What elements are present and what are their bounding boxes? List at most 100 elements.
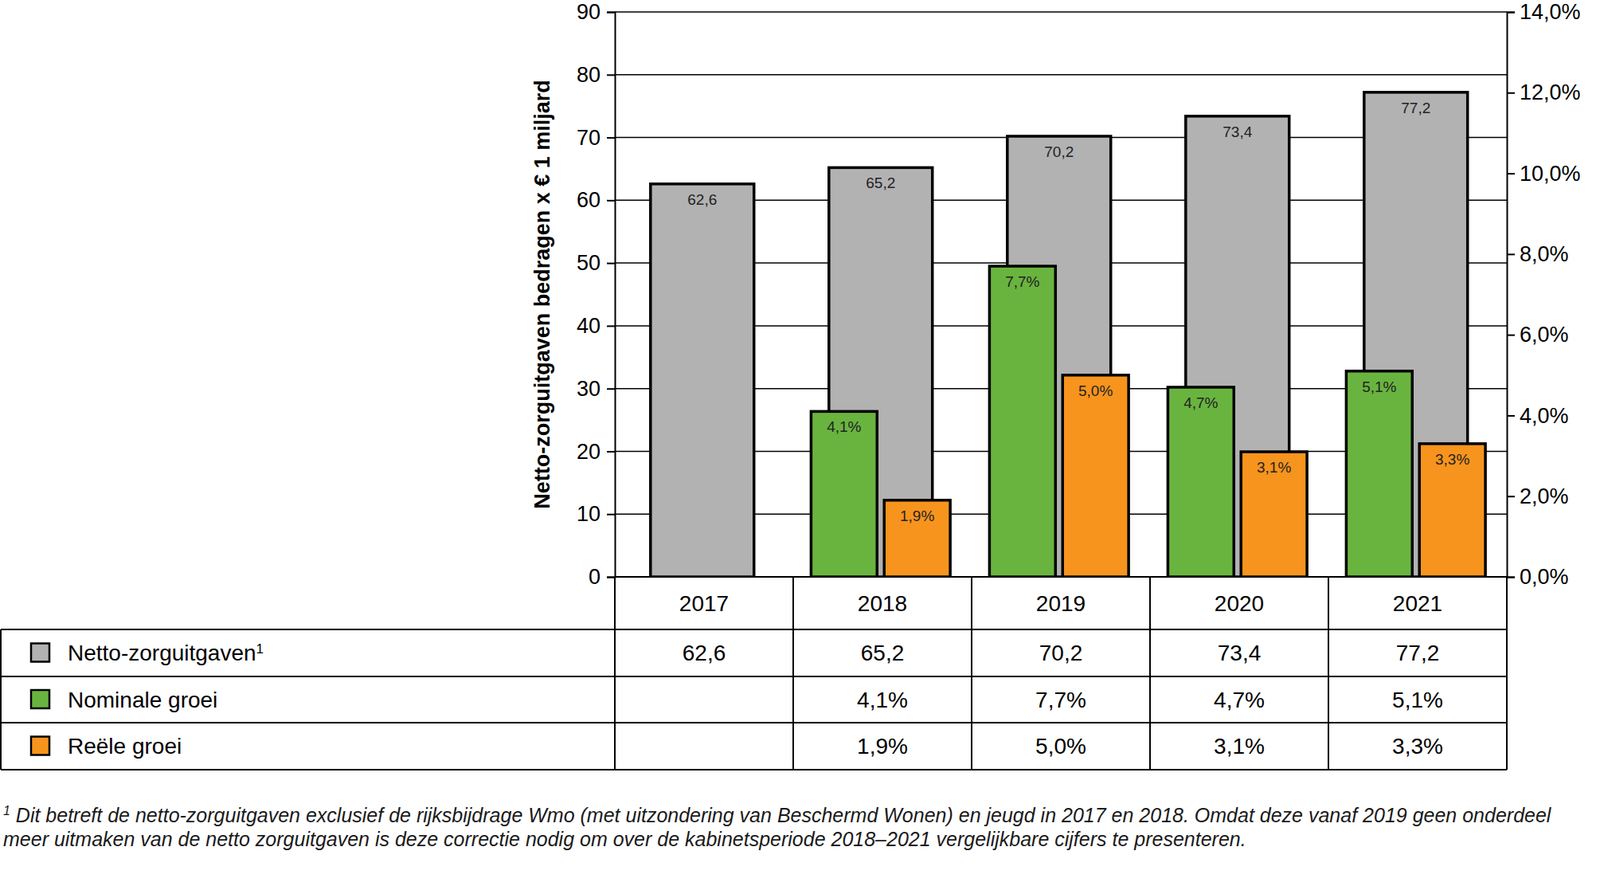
table-cell: 5,1% <box>1392 687 1444 712</box>
table-cell: 4,1% <box>856 687 908 712</box>
tick-label: 0 <box>588 564 601 589</box>
tick-label: 12,0% <box>1519 80 1581 105</box>
table-rule <box>792 576 795 770</box>
bar <box>1167 387 1234 577</box>
category-label: 2020 <box>1214 590 1264 616</box>
tick-mark <box>1506 334 1515 337</box>
tick-label: 4,0% <box>1519 403 1569 428</box>
table-cell: 3,3% <box>1392 733 1444 759</box>
footnote-text: Dit betreft de netto-zorguitgaven exclus… <box>3 803 1551 850</box>
data-label: 3,1% <box>1256 458 1291 476</box>
tick: 8,0% <box>1506 242 1569 267</box>
legend-label: Nominale groei <box>67 687 218 712</box>
table-cell: 62,6 <box>682 640 727 666</box>
tick-label: 30 <box>576 376 601 401</box>
table-cell: 70,2 <box>1039 640 1084 666</box>
tick-mark <box>1506 253 1515 255</box>
legend-text: Nominale groei <box>67 687 218 712</box>
tick-label: 20 <box>576 439 601 464</box>
table-cell: 3,1% <box>1213 733 1265 759</box>
data-label: 65,2 <box>865 174 896 192</box>
tick: 50 <box>576 250 615 275</box>
y2-axis: 0,0% 2,0% 4,0% 6,0% 8,0% 10,0% 12,0% 14,0% <box>1506 0 1581 589</box>
legend-swatch <box>31 643 50 662</box>
category-label: 2021 <box>1392 590 1443 616</box>
table-rule <box>1327 576 1330 770</box>
footnote-marker: 1 <box>256 641 264 657</box>
bar <box>650 183 755 577</box>
table-rule <box>0 768 1507 771</box>
tick-mark <box>606 387 615 390</box>
data-label: 4,1% <box>826 418 861 435</box>
tick: 6,0% <box>1506 322 1569 347</box>
table-cell: 7,7% <box>1035 687 1087 712</box>
data-label: 7,7% <box>1005 273 1040 290</box>
table-rule <box>614 575 1507 578</box>
bars <box>650 92 1486 577</box>
y-axis: 0102030405060708090 <box>576 0 616 589</box>
tick-mark <box>606 262 615 265</box>
legend-swatch <box>31 689 50 709</box>
tick-mark <box>606 450 615 453</box>
tick: 70 <box>576 125 615 150</box>
table-cell: 5,0% <box>1035 733 1087 759</box>
grid-line <box>614 575 1507 578</box>
tick-mark <box>1506 576 1515 579</box>
tick: 4,0% <box>1506 403 1569 428</box>
tick-mark <box>1506 92 1515 94</box>
data-label: 3,3% <box>1435 450 1470 468</box>
grid-line <box>614 11 1507 13</box>
bar <box>1419 443 1486 577</box>
tick-label: 0,0% <box>1519 564 1569 589</box>
tick: 0,0% <box>1506 564 1569 589</box>
table-rule <box>614 576 616 770</box>
tick-mark <box>1506 495 1515 497</box>
legend-text: Reële groei <box>67 733 182 759</box>
footnote: 1 Dit betreft de netto-zorguitgaven excl… <box>3 798 1597 851</box>
data-label: 1,9% <box>899 507 935 525</box>
table-rule <box>1506 576 1508 770</box>
tick-label: 60 <box>576 187 601 212</box>
tick-label: 70 <box>576 125 601 150</box>
tick: 90 <box>576 0 615 24</box>
tick-mark <box>1506 414 1515 417</box>
data-label: 70,2 <box>1044 143 1074 161</box>
tick-mark <box>606 576 615 579</box>
tick-mark <box>606 74 615 76</box>
grid-line <box>614 74 1507 76</box>
tick-label: 50 <box>576 250 601 275</box>
tick: 0 <box>588 564 615 589</box>
table-cell: 77,2 <box>1396 640 1440 666</box>
tick-label: 8,0% <box>1519 242 1569 267</box>
tick-mark <box>606 199 615 202</box>
table-cell: 73,4 <box>1217 640 1262 666</box>
tick: 2,0% <box>1506 484 1569 509</box>
tick: 80 <box>576 62 615 87</box>
chart: 62,6 65,2 70,2 73,4 77,2 4,1% 7,7% 4,7% 5,1% 1,9%… <box>0 0 1600 890</box>
tick-mark <box>606 11 615 14</box>
y-axis-title: Netto-zorguitgaven bedragen x € 1 miljar… <box>530 79 555 509</box>
tick-label: 10,0% <box>1519 161 1581 186</box>
data-label: 73,4 <box>1222 123 1252 141</box>
axis-line <box>606 12 616 578</box>
axis-line <box>1507 12 1516 578</box>
tick: 10 <box>576 501 615 526</box>
data-label: 77,2 <box>1400 99 1431 117</box>
bar <box>1345 371 1413 577</box>
bar <box>989 266 1056 577</box>
tick-mark <box>1506 172 1515 175</box>
tick-label: 80 <box>576 62 601 87</box>
legend-swatch <box>31 736 50 756</box>
bar <box>1240 451 1307 577</box>
table-cell: 4,7% <box>1213 687 1265 712</box>
bar <box>810 410 877 577</box>
data-label: 62,6 <box>687 191 717 208</box>
tick-label: 90 <box>576 0 601 24</box>
grid <box>614 11 1507 577</box>
legend-label: Reële groei <box>67 733 182 759</box>
tick-mark <box>606 136 615 139</box>
tick-label: 14,0% <box>1519 0 1581 24</box>
tick: 12,0% <box>1506 80 1581 105</box>
data-label: 4,7% <box>1183 394 1218 411</box>
spacer <box>10 803 16 826</box>
